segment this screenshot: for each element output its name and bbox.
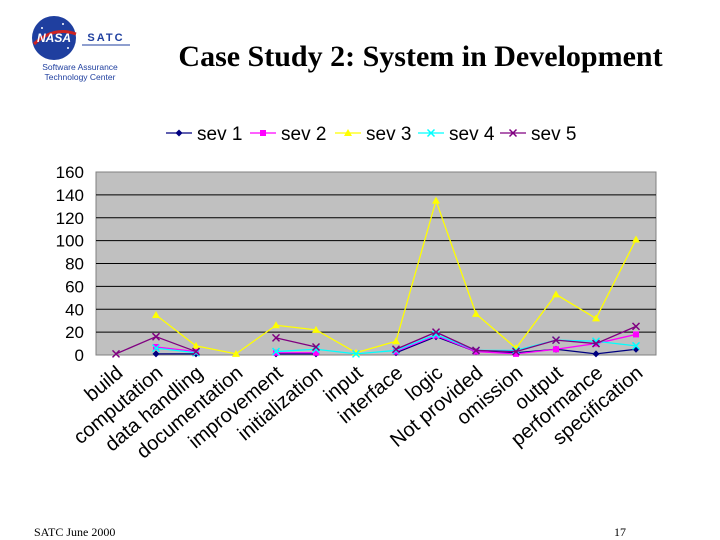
legend-marker-sev-3 [344, 129, 352, 136]
data-point-sev-2 [273, 349, 279, 356]
legend-marker-sev-1 [175, 129, 183, 137]
data-point-sev-5 [471, 346, 481, 355]
data-point-sev-4 [351, 349, 361, 358]
data-point-sev-1 [152, 350, 160, 358]
y-tick-label: 0 [75, 346, 84, 365]
data-point-sev-4 [511, 346, 521, 355]
data-point-sev-2 [633, 331, 639, 338]
legend-marker-sev-2 [260, 130, 266, 136]
data-point-sev-3 [552, 290, 560, 298]
data-point-sev-2 [433, 332, 439, 339]
legend-label-sev-4: sev 4 [449, 124, 495, 145]
y-tick-label: 120 [56, 209, 84, 228]
legend-label-sev-2: sev 2 [281, 124, 326, 145]
data-point-sev-2 [393, 348, 399, 355]
data-point-sev-3 [312, 325, 320, 333]
y-tick-label: 60 [65, 277, 84, 296]
legend-marker-sev-4 [426, 128, 436, 138]
data-point-sev-5 [151, 332, 161, 341]
data-point-sev-5 [431, 328, 441, 337]
data-point-sev-3 [272, 321, 280, 329]
data-point-sev-3 [632, 235, 640, 243]
slide-title: Case Study 2: System in Development [178, 40, 663, 73]
y-tick-label: 20 [65, 323, 84, 342]
data-point-sev-5 [191, 347, 201, 356]
data-point-sev-1 [592, 350, 600, 358]
data-point-sev-5 [631, 322, 641, 331]
satc-org-line2: Technology Center [45, 72, 116, 82]
data-point-sev-2 [153, 343, 159, 350]
data-point-sev-5 [551, 336, 561, 345]
series-line-sev-2 [155, 346, 197, 353]
y-tick-label: 100 [56, 232, 84, 251]
nasa-meatball-icon [32, 16, 76, 60]
data-point-sev-5 [511, 347, 521, 356]
data-point-sev-5 [591, 339, 601, 348]
nasa-badge-text: NASA [37, 31, 71, 45]
data-point-sev-5 [111, 349, 121, 358]
data-point-sev-5 [391, 345, 401, 354]
footer-date: SATC June 2000 [34, 525, 116, 539]
data-point-sev-3 [392, 337, 400, 345]
satc-short-name: SATC [87, 32, 124, 44]
data-point-sev-5 [311, 342, 321, 352]
satc-logo: NASA SATC Software Assurance Technology … [32, 16, 130, 82]
data-point-sev-3 [232, 349, 240, 357]
legend-label-sev-5: sev 5 [531, 124, 576, 145]
satc-org-line1: Software Assurance [42, 62, 118, 72]
data-point-sev-4 [631, 341, 641, 350]
legend-label-sev-1: sev 1 [197, 124, 242, 145]
y-tick-label: 160 [56, 163, 84, 182]
series-line-sev-4 [155, 347, 197, 354]
y-tick-label: 40 [65, 300, 84, 319]
data-point-sev-4 [271, 347, 281, 356]
series-line-sev-4 [275, 333, 637, 355]
legend-label-sev-3: sev 3 [366, 124, 411, 145]
page-number: 17 [614, 525, 626, 539]
data-point-sev-3 [472, 309, 480, 317]
legend-marker-sev-5 [508, 128, 518, 138]
data-point-sev-3 [152, 310, 160, 318]
data-point-sev-3 [192, 341, 200, 349]
data-point-sev-3 [592, 314, 600, 322]
data-point-sev-2 [313, 349, 319, 356]
y-tick-label: 80 [65, 255, 84, 274]
data-point-sev-4 [431, 330, 441, 339]
series-line-sev-5 [275, 337, 317, 348]
data-point-sev-4 [151, 344, 161, 353]
data-point-sev-2 [513, 350, 519, 357]
data-point-sev-2 [553, 346, 559, 353]
data-point-sev-5 [271, 333, 281, 342]
data-point-sev-3 [432, 196, 440, 204]
y-tick-label: 140 [56, 186, 84, 205]
data-point-sev-2 [473, 348, 479, 355]
